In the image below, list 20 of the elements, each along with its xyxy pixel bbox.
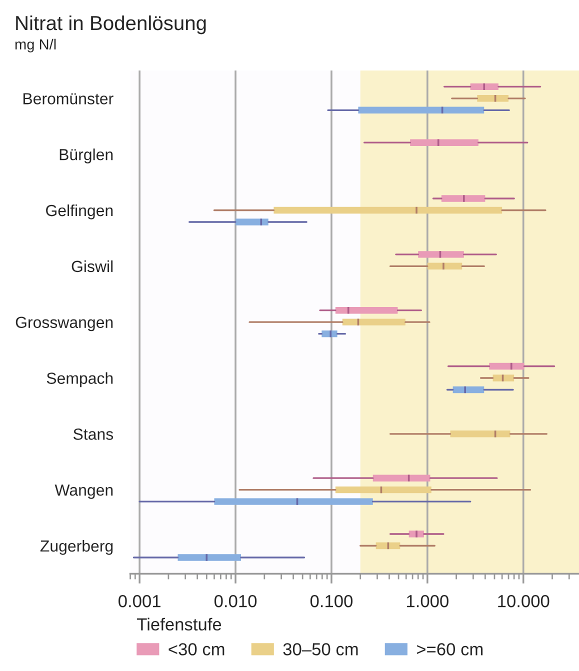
x-tick-label: 1.000 xyxy=(407,594,448,608)
legend-label: 30–50 cm xyxy=(283,643,358,656)
legend-title: Tiefenstufe xyxy=(137,618,222,631)
y-tick-label: Stans xyxy=(73,428,114,440)
x-tick-label: 0.001 xyxy=(118,594,160,608)
x-tick-label: 0.010 xyxy=(214,594,257,608)
legend-label: >=60 cm xyxy=(416,643,483,656)
chart-subtitle: mg N/l xyxy=(15,38,56,52)
y-tick-label: Zugerberg xyxy=(40,540,113,555)
y-tick-label: Sempach xyxy=(46,372,113,388)
x-tick-label: 10.000 xyxy=(498,594,550,608)
y-tick-label: Gelfingen xyxy=(46,204,113,220)
y-tick-label: Bürglen xyxy=(60,148,113,164)
chart-title: Nitrat in Bodenlösung xyxy=(16,15,206,34)
y-tick-label: Giswil xyxy=(72,260,113,272)
y-tick-label: Grosswangen xyxy=(16,316,113,332)
y-tick-label: Beromünster xyxy=(23,93,114,104)
x-tick-label: 0.100 xyxy=(310,594,353,608)
legend-label: <30 cm xyxy=(168,643,224,656)
y-tick-label: Wangen xyxy=(54,484,113,499)
